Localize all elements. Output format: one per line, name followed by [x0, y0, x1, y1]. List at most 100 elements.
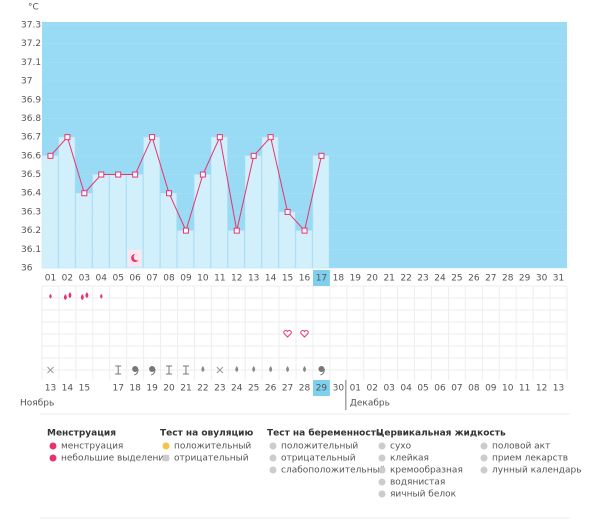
date-label: 04	[400, 384, 412, 394]
date-label: 01	[350, 384, 361, 394]
date-label: 02	[367, 384, 378, 394]
date-label: 24	[231, 384, 243, 394]
legend-item: менструация	[61, 442, 123, 452]
legend-item: кремообразная	[390, 466, 463, 476]
drop-icon	[303, 366, 306, 372]
x-tick-label: 07	[146, 274, 157, 284]
temp-point	[284, 208, 291, 215]
temp-bar	[58, 136, 76, 269]
date-label: 15	[79, 384, 90, 394]
temp-point	[233, 227, 240, 234]
x-tick-label: 09	[180, 274, 192, 284]
temp-bar	[92, 174, 109, 269]
date-label: 28	[299, 384, 311, 394]
x-tick-label: 30	[536, 274, 548, 284]
temp-bar	[75, 192, 93, 269]
x-tick-label: 05	[112, 274, 123, 284]
drop-icon	[269, 366, 273, 372]
legend-item: клейкая	[390, 454, 429, 464]
dry-icon	[216, 366, 224, 374]
date-label: 12	[536, 384, 547, 394]
x-tick-label: 28	[502, 274, 514, 284]
legend-item: отрицательный	[281, 454, 356, 464]
legend-icon	[480, 442, 488, 450]
legend-icon	[480, 466, 488, 474]
legend-item: сухо	[390, 442, 412, 452]
x-tick-label: 24	[434, 274, 446, 284]
temp-point	[166, 190, 173, 197]
date-label: 26	[265, 384, 277, 394]
month-label: Декабрь	[350, 399, 390, 409]
cream-tail	[150, 368, 156, 376]
y-tick-label: 37.1	[21, 58, 41, 68]
y-tick-label: 36.3	[21, 207, 41, 217]
x-tick-label: 23	[417, 274, 428, 284]
heart-icon	[283, 330, 292, 338]
date-highlight	[312, 380, 330, 396]
legend-item: небольшие выделения	[61, 454, 170, 464]
x-tick-label: 18	[333, 274, 345, 284]
drop-icon	[85, 292, 89, 298]
legend-item: положительный	[174, 442, 251, 452]
x-tick-label: 20	[367, 274, 379, 284]
temp-point	[182, 227, 189, 234]
y-tick-label: 37	[21, 77, 32, 87]
legend-icon	[269, 442, 277, 450]
temp-bar	[109, 174, 126, 269]
moon-cut	[133, 253, 141, 261]
temp-point	[250, 152, 257, 159]
x-tick-label: 19	[350, 274, 362, 284]
x-tick-label: 11	[214, 274, 225, 284]
drop-icon	[68, 292, 72, 298]
x-tick-label: 14	[265, 274, 277, 284]
x-tick-label: 26	[468, 274, 480, 284]
legend-item: лунный календарь	[492, 466, 582, 476]
legend-icon	[378, 442, 386, 450]
temp-bar	[228, 230, 245, 269]
unit-label: °C	[28, 3, 39, 13]
legend-icon	[162, 442, 170, 450]
legend-icon	[378, 490, 386, 498]
legend-icon	[162, 454, 170, 462]
y-tick-label: 36.7	[21, 133, 41, 143]
drop-icon	[80, 294, 84, 300]
x-tick-label: 16	[299, 274, 311, 284]
date-label: 03	[383, 384, 394, 394]
date-label: 10	[502, 384, 514, 394]
x-tick-label: 10	[197, 274, 209, 284]
legend-item: положительный	[281, 442, 358, 452]
temp-bar	[143, 136, 160, 269]
date-label: 22	[197, 384, 208, 394]
x-tick-label: 17	[316, 274, 327, 284]
temp-bar	[278, 211, 296, 269]
cream-icon	[132, 366, 139, 372]
date-label: 19	[146, 384, 158, 394]
drop-icon	[235, 366, 239, 372]
date-label: 21	[180, 384, 191, 394]
legend-icon	[378, 466, 386, 474]
x-tick-label: 22	[400, 274, 411, 284]
y-tick-label: 36.9	[21, 95, 41, 105]
temp-point	[318, 152, 325, 159]
drop-icon	[286, 366, 290, 372]
x-tick-label: 12	[231, 274, 242, 284]
drop-icon	[252, 366, 256, 372]
y-tick-label: 36.6	[21, 151, 41, 161]
date-label: 06	[434, 384, 446, 394]
y-tick-label: 36.1	[21, 245, 41, 255]
y-tick-label: 37.3	[21, 21, 41, 31]
temp-bar	[211, 136, 228, 269]
temp-bar	[194, 174, 211, 269]
legend-title: Тест на беременность	[267, 428, 382, 439]
date-label: 27	[282, 384, 293, 394]
legend-item: слабоположительный	[281, 466, 386, 476]
y-tick-label: 36.2	[21, 226, 41, 236]
x-tick-label: 13	[248, 274, 259, 284]
x-tick-label: 29	[519, 274, 531, 284]
y-tick-label: 37.2	[21, 39, 41, 49]
temp-point	[115, 171, 122, 178]
date-label: 07	[451, 384, 462, 394]
y-tick-label: 36.5	[21, 170, 41, 180]
legend-icon	[269, 454, 277, 462]
